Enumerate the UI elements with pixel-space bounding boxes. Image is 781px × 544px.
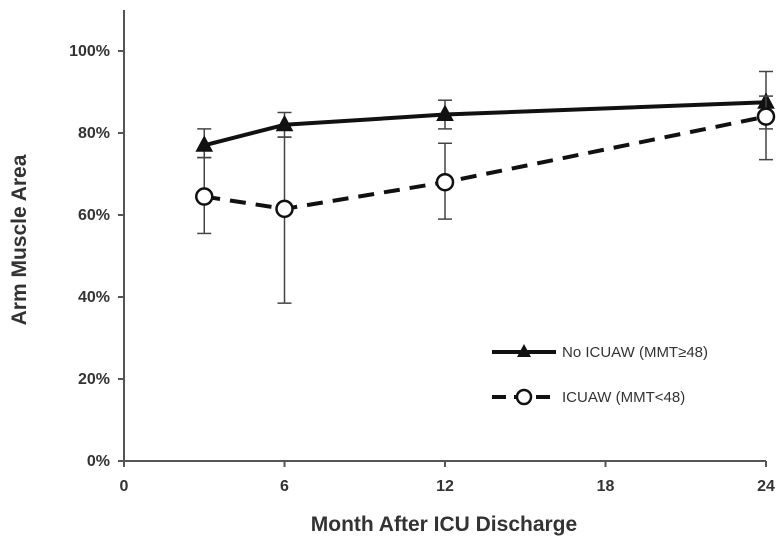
series-2 [195, 95, 776, 304]
data-point-circle [435, 172, 455, 192]
tick-labels: 0% 20% 40% 60% 80% 100% 0 6 12 18 24 [69, 43, 775, 495]
data-point-triangle [195, 135, 214, 152]
axes [118, 10, 767, 467]
plot-area [195, 70, 776, 304]
y-tick-label: 100% [69, 43, 110, 60]
y-axis-title: Arm Muscle Area [8, 154, 31, 325]
series-line [203, 114, 767, 211]
data-point-circle [195, 187, 214, 206]
x-tick-label: 24 [757, 478, 775, 495]
legend-marker-circle [515, 388, 533, 406]
y-tick-label: 60% [78, 207, 110, 224]
data-point-circle [275, 199, 294, 219]
x-tick-label: 0 [120, 478, 129, 495]
legend-item-2: ICUAW (MMT<48) [492, 388, 685, 406]
y-tick-label: 0% [87, 453, 110, 470]
legend-label: No ICUAW (MMT≥48) [562, 344, 708, 361]
legend-label: ICUAW (MMT<48) [562, 389, 685, 406]
data-point-triangle [436, 104, 454, 122]
x-axis-title: Month After ICU Discharge [311, 513, 577, 536]
x-tick-label: 12 [436, 478, 454, 495]
x-tick-label: 6 [280, 478, 289, 495]
legend: No ICUAW (MMT≥48) ICUAW (MMT<48) [492, 344, 708, 406]
y-tick-label: 40% [78, 289, 110, 306]
legend-marker-triangle [517, 344, 531, 357]
y-tick-label: 80% [78, 125, 110, 142]
series-line [203, 100, 767, 148]
series-1 [195, 70, 775, 159]
data-point-triangle [275, 114, 294, 132]
data-point-circle [756, 107, 776, 126]
legend-item-1: No ICUAW (MMT≥48) [492, 344, 708, 361]
y-tick-label: 20% [78, 371, 110, 388]
x-tick-label: 18 [597, 478, 615, 495]
